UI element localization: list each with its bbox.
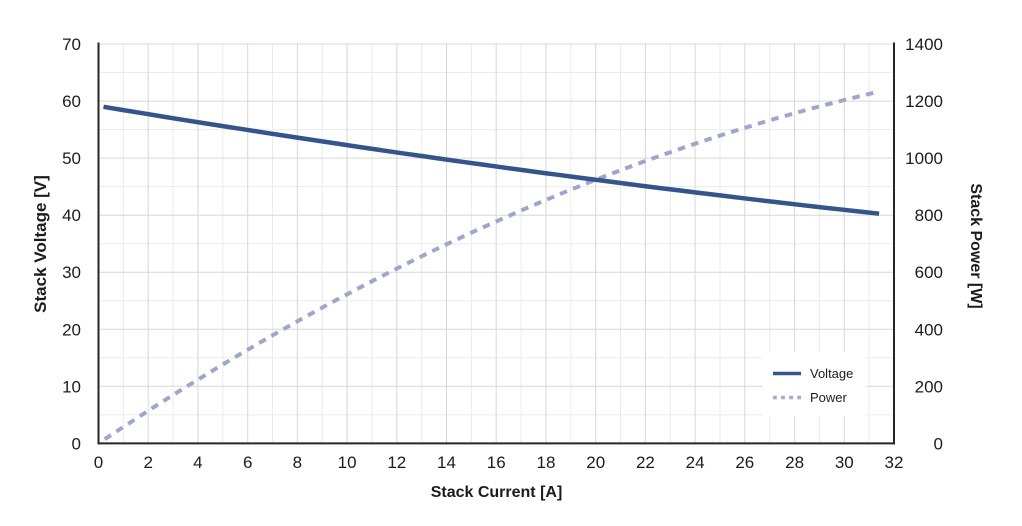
svg-text:14: 14 (437, 453, 456, 472)
svg-text:1000: 1000 (905, 149, 943, 168)
svg-text:200: 200 (915, 377, 943, 396)
svg-text:22: 22 (636, 453, 655, 472)
svg-text:6: 6 (243, 453, 252, 472)
svg-text:10: 10 (338, 453, 357, 472)
svg-text:400: 400 (915, 320, 943, 339)
svg-text:20: 20 (586, 453, 605, 472)
svg-text:18: 18 (537, 453, 556, 472)
svg-text:4: 4 (193, 453, 202, 472)
svg-text:24: 24 (686, 453, 705, 472)
svg-text:Power: Power (810, 390, 848, 405)
svg-text:30: 30 (62, 263, 81, 282)
svg-text:28: 28 (785, 453, 804, 472)
svg-text:40: 40 (62, 206, 81, 225)
svg-text:26: 26 (735, 453, 754, 472)
svg-text:Stack Power [W]: Stack Power [W] (967, 183, 984, 308)
svg-text:20: 20 (62, 320, 81, 339)
svg-text:2: 2 (143, 453, 152, 472)
svg-text:30: 30 (835, 453, 854, 472)
svg-text:600: 600 (915, 263, 943, 282)
svg-text:60: 60 (62, 92, 81, 111)
svg-text:8: 8 (293, 453, 302, 472)
svg-text:Voltage: Voltage (810, 366, 853, 381)
svg-text:1200: 1200 (905, 92, 943, 111)
svg-text:0: 0 (934, 434, 943, 453)
svg-text:0: 0 (72, 434, 81, 453)
svg-text:70: 70 (62, 35, 81, 54)
svg-text:800: 800 (915, 206, 943, 225)
svg-text:16: 16 (487, 453, 506, 472)
svg-text:12: 12 (387, 453, 406, 472)
svg-text:Stack Current [A]: Stack Current [A] (431, 484, 563, 501)
svg-text:1400: 1400 (905, 35, 943, 54)
svg-text:50: 50 (62, 149, 81, 168)
svg-text:Stack Voltage [V]: Stack Voltage [V] (31, 175, 50, 313)
svg-text:10: 10 (62, 377, 81, 396)
svg-text:32: 32 (885, 453, 904, 472)
svg-text:0: 0 (94, 453, 103, 472)
